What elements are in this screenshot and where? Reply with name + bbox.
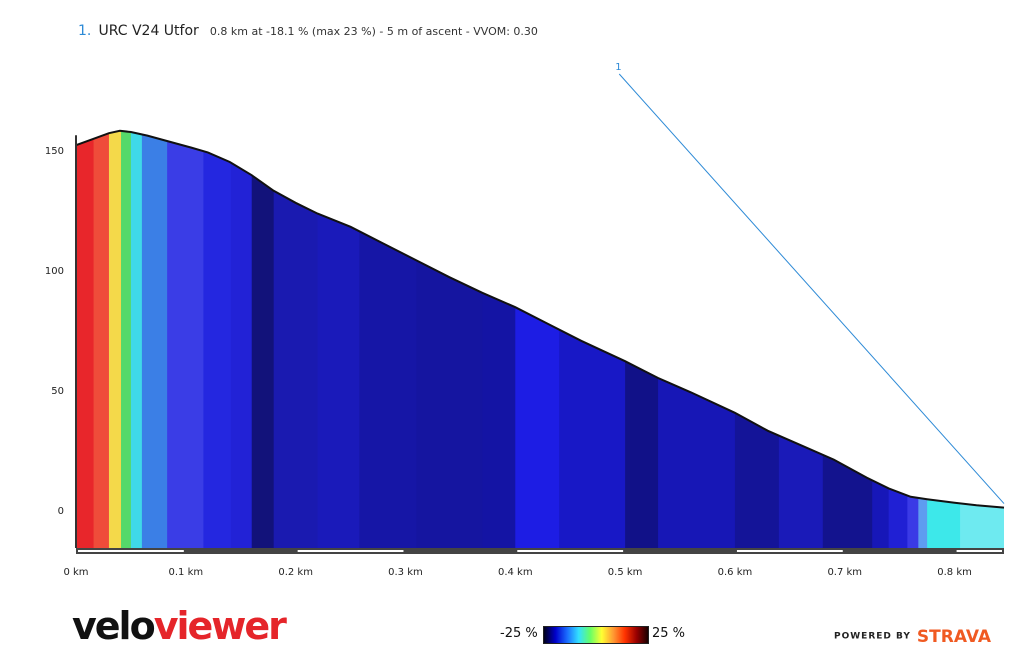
x-tick-label: 0.6 km (718, 567, 753, 578)
x-tick-label: 0.1 km (169, 567, 204, 578)
gradient-segment-5[interactable] (130, 100, 143, 548)
powered-by-strava[interactable]: POWERED BY STRAVA (834, 626, 991, 647)
x-tick-label: 0 km (63, 567, 88, 578)
gradient-segment-1[interactable] (76, 100, 95, 548)
y-tick-label: 100 (45, 266, 64, 277)
gradient-segment-2[interactable] (93, 100, 110, 548)
gradient-segment-14[interactable] (416, 100, 483, 548)
segment-header: 1. URC V24 Utfor 0.8 km at -18.1 % (max … (78, 20, 538, 39)
gradient-segment-24[interactable] (888, 100, 908, 548)
logo-part-viewer: viewer (153, 604, 287, 648)
legend-max-label: 25 % (652, 626, 686, 641)
x-tick-label: 0.7 km (827, 567, 862, 578)
gradient-segment-18[interactable] (625, 100, 659, 548)
x-tick-label: 0.4 km (498, 567, 533, 578)
x-axis-bar-stripe (517, 550, 624, 552)
gradient-segment-17[interactable] (559, 100, 626, 548)
gradient-segment-10[interactable] (251, 100, 275, 548)
y-tick-label: 50 (51, 386, 64, 397)
strava-logo: STRAVA (916, 626, 991, 647)
gradient-segment-8[interactable] (203, 100, 232, 548)
x-axis-bar-stripe (78, 550, 184, 552)
gradient-segment-28[interactable] (960, 100, 1005, 548)
gradient-segment-25[interactable] (907, 100, 919, 548)
marker-label[interactable]: 1 (615, 62, 621, 73)
gradient-segment-9[interactable] (230, 100, 253, 548)
profile-line (75, 129, 1005, 509)
gradient-segment-16[interactable] (515, 100, 560, 548)
x-axis-bar-stripe (297, 550, 404, 552)
gradient-segment-27[interactable] (927, 100, 961, 548)
x-axis-bar (76, 548, 1004, 554)
x-axis-bar-stripe (956, 550, 1002, 552)
legend-color-bar (543, 626, 649, 644)
segment-index: 1. (78, 23, 92, 39)
gradient-segment-21[interactable] (778, 100, 824, 548)
x-tick-label: 0.2 km (278, 567, 313, 578)
logo-part-velo: velo (72, 604, 156, 648)
x-axis-ticks: 0 km 0.1 km 0.2 km 0.3 km 0.4 km 0.5 km 0.6 km… (63, 567, 971, 578)
segment-name[interactable]: URC V24 Utfor (98, 23, 199, 39)
segment-stats: 0.8 km at -18.1 % (max 23 %) - 5 m of as… (209, 25, 538, 38)
gradient-segment-3[interactable] (108, 100, 122, 548)
x-axis-bar-stripe (736, 550, 843, 552)
x-tick-label: 0.5 km (608, 567, 643, 578)
y-axis-ticks: 0 50 100 150 (45, 146, 64, 517)
x-tick-label: 0.3 km (388, 567, 423, 578)
gradient-segment-11[interactable] (273, 100, 319, 548)
gradient-segment-26[interactable] (918, 100, 928, 548)
gradient-segment-13[interactable] (359, 100, 418, 548)
gradient-segment-12[interactable] (317, 100, 360, 548)
gradient-segment-6[interactable] (141, 100, 168, 548)
y-tick-label: 150 (45, 146, 64, 157)
gradient-segment-7[interactable] (167, 100, 204, 548)
gradient-segment-22[interactable] (822, 100, 873, 548)
y-tick-label: 0 (58, 506, 64, 517)
gradient-segments (76, 100, 1005, 548)
gradient-segment-4[interactable] (121, 100, 132, 548)
marker-line (618, 73, 1005, 504)
elevation-chart: 0 km 0.1 km 0.2 km 0.3 km 0.4 km 0.5 km 0.6 km… (45, 62, 1005, 578)
gradient-segment-15[interactable] (482, 100, 516, 548)
legend-min-label: -25 % (500, 626, 538, 641)
gradient-segment-19[interactable] (658, 100, 736, 548)
gradient-segment-20[interactable] (734, 100, 780, 548)
veloviewer-logo[interactable]: veloviewer (72, 604, 287, 648)
x-tick-label: 0.8 km (937, 567, 972, 578)
powered-by-label: POWERED BY (834, 631, 911, 642)
